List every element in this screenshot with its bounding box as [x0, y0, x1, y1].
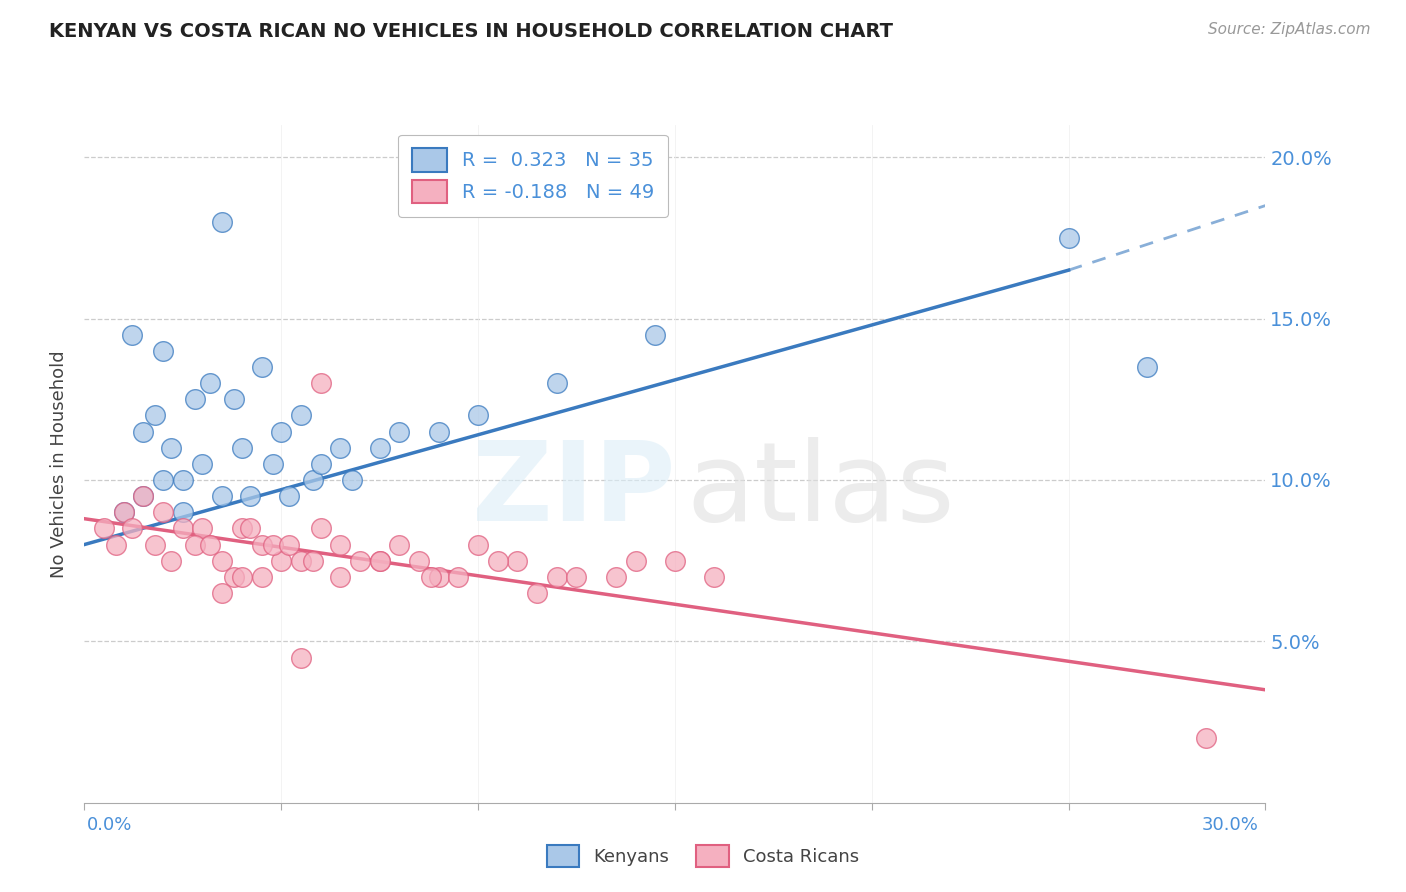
Point	[121, 521, 143, 535]
Point	[239, 521, 262, 535]
Point	[368, 554, 391, 568]
Point	[290, 554, 312, 568]
Point	[309, 521, 332, 535]
Point	[211, 489, 233, 503]
Text: KENYAN VS COSTA RICAN NO VEHICLES IN HOUSEHOLD CORRELATION CHART: KENYAN VS COSTA RICAN NO VEHICLES IN HOU…	[49, 22, 893, 41]
Point	[624, 554, 647, 568]
Legend: Kenyans, Costa Ricans: Kenyans, Costa Ricans	[540, 838, 866, 874]
Point	[93, 521, 115, 535]
Point	[143, 409, 166, 423]
Text: 0.0%: 0.0%	[87, 816, 132, 834]
Point	[301, 554, 323, 568]
Point	[329, 441, 352, 455]
Point	[546, 570, 568, 584]
Point	[231, 441, 253, 455]
Legend: R =  0.323   N = 35, R = -0.188   N = 49: R = 0.323 N = 35, R = -0.188 N = 49	[398, 135, 668, 217]
Point	[278, 489, 301, 503]
Point	[664, 554, 686, 568]
Point	[200, 376, 222, 391]
Point	[250, 570, 273, 584]
Point	[419, 570, 441, 584]
Point	[143, 537, 166, 551]
Point	[408, 554, 430, 568]
Point	[388, 425, 411, 439]
Point	[183, 392, 205, 407]
Point	[309, 376, 332, 391]
Point	[427, 425, 450, 439]
Point	[546, 376, 568, 391]
Point	[427, 570, 450, 584]
Text: Source: ZipAtlas.com: Source: ZipAtlas.com	[1208, 22, 1371, 37]
Point	[183, 537, 205, 551]
Point	[467, 409, 489, 423]
Point	[278, 537, 301, 551]
Point	[447, 570, 470, 584]
Point	[605, 570, 627, 584]
Point	[231, 570, 253, 584]
Point	[644, 327, 666, 342]
Point	[1195, 731, 1218, 746]
Point	[301, 473, 323, 487]
Y-axis label: No Vehicles in Household: No Vehicles in Household	[51, 350, 69, 578]
Text: atlas: atlas	[686, 437, 955, 544]
Point	[132, 425, 155, 439]
Point	[290, 650, 312, 665]
Point	[121, 327, 143, 342]
Point	[152, 473, 174, 487]
Point	[152, 343, 174, 358]
Point	[340, 473, 363, 487]
Point	[467, 537, 489, 551]
Point	[250, 537, 273, 551]
Point	[262, 457, 284, 471]
Point	[231, 521, 253, 535]
Point	[211, 215, 233, 229]
Point	[132, 489, 155, 503]
Point	[191, 521, 214, 535]
Point	[526, 586, 548, 600]
Point	[349, 554, 371, 568]
Point	[290, 409, 312, 423]
Point	[152, 505, 174, 519]
Point	[239, 489, 262, 503]
Point	[368, 554, 391, 568]
Point	[270, 425, 292, 439]
Point	[250, 359, 273, 374]
Point	[200, 537, 222, 551]
Point	[222, 570, 245, 584]
Point	[703, 570, 725, 584]
Text: ZIP: ZIP	[471, 437, 675, 544]
Point	[270, 554, 292, 568]
Point	[112, 505, 135, 519]
Point	[104, 537, 127, 551]
Point	[160, 441, 183, 455]
Point	[1136, 359, 1159, 374]
Point	[172, 473, 194, 487]
Point	[211, 554, 233, 568]
Point	[368, 441, 391, 455]
Point	[132, 489, 155, 503]
Point	[309, 457, 332, 471]
Point	[388, 537, 411, 551]
Point	[565, 570, 588, 584]
Point	[112, 505, 135, 519]
Point	[172, 505, 194, 519]
Point	[160, 554, 183, 568]
Point	[211, 586, 233, 600]
Point	[486, 554, 509, 568]
Point	[262, 537, 284, 551]
Point	[506, 554, 529, 568]
Text: 30.0%: 30.0%	[1202, 816, 1258, 834]
Point	[329, 537, 352, 551]
Point	[329, 570, 352, 584]
Point	[191, 457, 214, 471]
Point	[222, 392, 245, 407]
Point	[172, 521, 194, 535]
Point	[1057, 231, 1080, 245]
